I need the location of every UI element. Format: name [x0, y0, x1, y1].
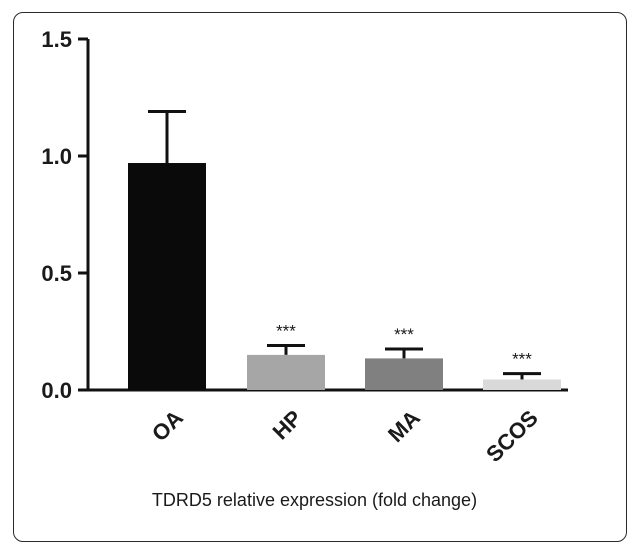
y-tick-label: 1.0: [41, 144, 72, 169]
significance-label: ***: [276, 322, 296, 341]
y-tick-label: 0.5: [41, 261, 72, 286]
significance-label: ***: [394, 325, 414, 344]
bar-scos: [483, 379, 561, 390]
x-tick-label: HP: [268, 405, 307, 444]
bar-oa: [128, 163, 206, 390]
x-tick-label: SCOS: [481, 405, 543, 467]
bar-hp: [247, 355, 325, 390]
bar-ma: [365, 358, 443, 390]
x-axis-caption: TDRD5 relative expression (fold change): [0, 490, 629, 511]
bar-chart: 0.0 0.5 1.0 1.5 OA *** HP *** MA *** SCOS: [0, 0, 629, 523]
x-tick-label: MA: [383, 405, 425, 447]
y-tick-label: 1.5: [41, 27, 72, 52]
x-tick-label: OA: [147, 405, 188, 446]
significance-label: ***: [512, 350, 532, 369]
y-tick-label: 0.0: [41, 378, 72, 403]
